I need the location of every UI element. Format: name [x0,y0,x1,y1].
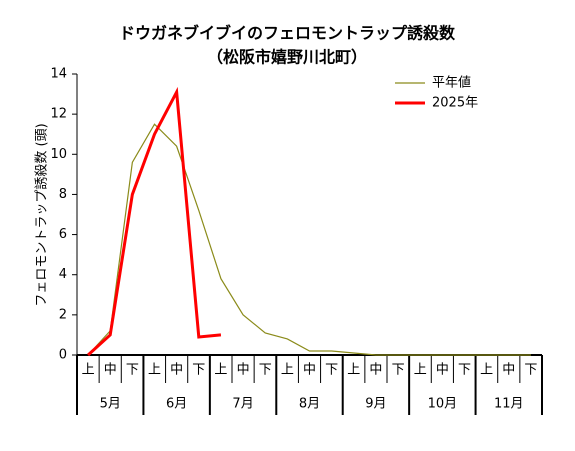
y-tick-label: 2 [59,307,67,322]
x-tick-label: 下 [458,363,471,378]
y-tick-label: 10 [50,147,67,162]
x-tick-label: 中 [369,363,382,378]
y-tick-label: 6 [59,227,67,242]
x-tick-label: 下 [192,363,205,378]
x-tick-label: 上 [148,363,161,378]
month-label: 6月 [166,397,187,412]
y-tick-label: 0 [59,348,67,363]
x-tick-label: 下 [524,363,537,378]
month-label: 7月 [232,397,253,412]
month-label: 9月 [365,397,386,412]
chart-subtitle: （松阪市嬉野川北町） [207,48,367,67]
y-tick-label: 12 [50,107,67,122]
legend-label: 平年値 [432,75,471,91]
month-label: 8月 [299,397,320,412]
line-series [87,123,531,356]
x-tick-label: 下 [392,363,405,378]
month-label: 5月 [100,397,121,412]
legend-label: 2025年 [432,96,478,111]
x-tick-label: 中 [502,363,515,378]
x-tick-label: 中 [237,363,250,378]
y-tick-label: 14 [50,67,67,82]
x-tick-label: 上 [414,363,427,378]
y-tick-label: 8 [59,187,67,202]
x-tick-label: 中 [436,363,449,378]
month-label: 10月 [428,397,458,412]
x-tick-label: 上 [281,363,294,378]
x-tick-label: 中 [170,363,183,378]
x-tick-label: 上 [347,363,360,378]
x-tick-label: 上 [82,363,95,378]
x-tick-label: 中 [104,363,117,378]
x-tick-label: 上 [214,363,227,378]
y-tick-label: 4 [59,267,67,282]
month-label: 11月 [494,397,524,412]
x-tick-label: 下 [126,363,139,378]
x-tick-label: 上 [480,363,493,378]
x-tick-label: 下 [325,363,338,378]
x-tick-label: 中 [303,363,316,378]
y-axis-label: フェロモントラップ誘殺数 (頭) [35,123,50,306]
x-tick-label: 下 [259,363,272,378]
chart-title: ドウガネブイブイのフェロモントラップ誘殺数 [119,24,456,43]
line-series [87,86,222,357]
